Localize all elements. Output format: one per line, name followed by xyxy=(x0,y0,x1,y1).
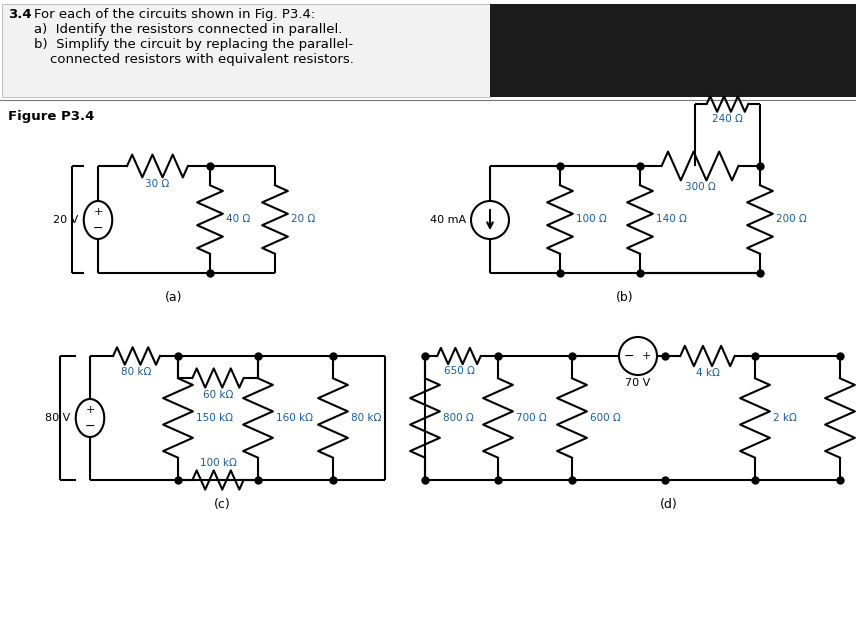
Text: Figure P3.4: Figure P3.4 xyxy=(8,110,94,123)
Text: 40 Ω: 40 Ω xyxy=(226,214,250,225)
Bar xyxy=(490,4,856,97)
Text: 600 Ω: 600 Ω xyxy=(590,413,621,423)
Text: 300 Ω: 300 Ω xyxy=(685,182,716,193)
Text: 60 kΩ: 60 kΩ xyxy=(203,390,233,399)
Text: 240 Ω: 240 Ω xyxy=(712,114,743,124)
Text: 650 Ω: 650 Ω xyxy=(443,366,474,376)
Text: (c): (c) xyxy=(214,498,231,511)
Text: 140 Ω: 140 Ω xyxy=(656,214,687,225)
Text: 70 V: 70 V xyxy=(626,378,651,388)
Text: −: − xyxy=(624,350,634,362)
Text: 160 kΩ: 160 kΩ xyxy=(276,413,313,423)
Text: 3.4: 3.4 xyxy=(8,8,32,21)
Text: 80 kΩ: 80 kΩ xyxy=(122,367,152,377)
Text: −: − xyxy=(92,221,104,235)
Text: 800 Ω: 800 Ω xyxy=(443,413,473,423)
Text: 100 Ω: 100 Ω xyxy=(576,214,607,225)
Text: a)  Identify the resistors connected in parallel.: a) Identify the resistors connected in p… xyxy=(34,23,342,36)
Text: 100 kΩ: 100 kΩ xyxy=(199,458,236,468)
Text: 80 kΩ: 80 kΩ xyxy=(351,413,381,423)
Text: 40 mA: 40 mA xyxy=(430,215,466,225)
Text: +: + xyxy=(86,405,95,415)
Text: +: + xyxy=(642,351,651,361)
Text: (d): (d) xyxy=(660,498,678,511)
Bar xyxy=(2,4,490,97)
Text: 20 Ω: 20 Ω xyxy=(291,214,315,225)
Text: 200 Ω: 200 Ω xyxy=(776,214,806,225)
Text: 20 V: 20 V xyxy=(53,215,79,225)
Text: 150 kΩ: 150 kΩ xyxy=(196,413,233,423)
Text: 2 kΩ: 2 kΩ xyxy=(773,413,797,423)
Text: (a): (a) xyxy=(164,291,182,304)
Text: 80 V: 80 V xyxy=(45,413,71,423)
Text: 700 Ω: 700 Ω xyxy=(516,413,547,423)
Text: −: − xyxy=(85,419,95,433)
Text: 4 kΩ: 4 kΩ xyxy=(696,368,719,378)
Text: connected resistors with equivalent resistors.: connected resistors with equivalent resi… xyxy=(50,53,354,66)
Text: b)  Simplify the circuit by replacing the parallel-: b) Simplify the circuit by replacing the… xyxy=(34,38,354,51)
Text: (b): (b) xyxy=(616,291,633,304)
Text: +: + xyxy=(93,207,103,217)
Text: 30 Ω: 30 Ω xyxy=(146,179,169,189)
Text: For each of the circuits shown in Fig. P3.4:: For each of the circuits shown in Fig. P… xyxy=(34,8,315,21)
